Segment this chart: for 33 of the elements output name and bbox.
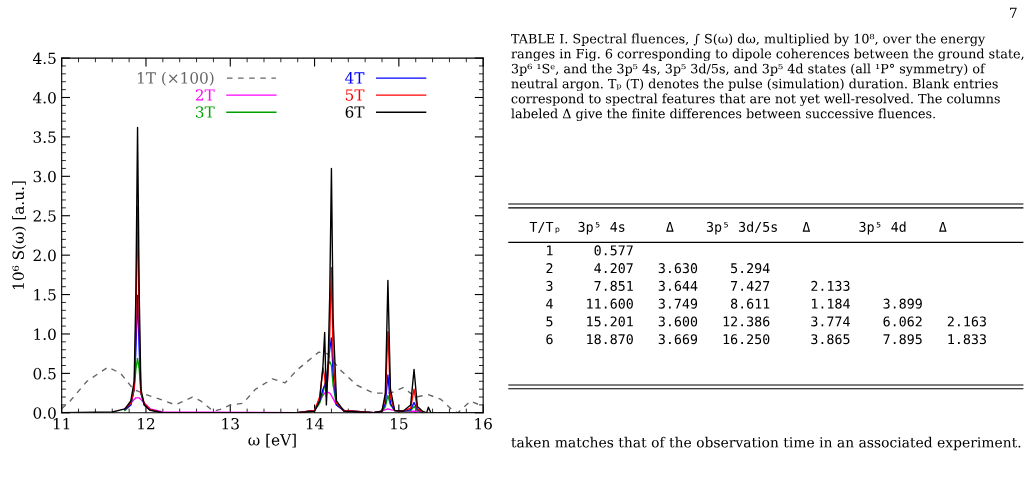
- x-tick-label: 13: [222, 417, 239, 430]
- legend-label: 4T: [345, 72, 365, 84]
- y-tick-label: 3.5: [33, 131, 56, 143]
- text: 6 18.870 3.669 16.250 3.865 7.895 1.833: [546, 334, 986, 345]
- text: taken matches that of the observation time in an associated experiment.: [511, 436, 1021, 451]
- legend-label: 2T: [195, 89, 215, 101]
- legend-label: 5T: [345, 89, 365, 101]
- text: 3 7.851 3.644 7.427 2.133: [546, 280, 850, 291]
- legend-label: 1T (×100): [137, 71, 214, 86]
- y-tick-label: 1.0: [34, 328, 56, 340]
- text: 1 0.577: [547, 245, 633, 256]
- y-axis-title: 10⁶ S(ω) [a.u.]: [12, 181, 27, 289]
- y-tick-label: 0.0: [33, 407, 56, 419]
- x-tick-label: 14: [306, 417, 324, 430]
- y-tick-label: 1.5: [34, 289, 56, 301]
- y-tick-label: 4.5: [32, 52, 56, 65]
- y-tick-label: 3.0: [33, 170, 56, 183]
- x-tick-label: 16: [475, 417, 492, 430]
- x-axis-title: ω [eV]: [248, 433, 296, 448]
- text: 4 11.600 3.749 8.611 1.184 3.899: [546, 298, 922, 309]
- text: 5 15.201 3.600 12.386 3.774 6.062 2.163: [546, 316, 986, 327]
- legend-label: 6T: [345, 106, 365, 118]
- y-tick-label: 0.5: [33, 367, 56, 380]
- text: TABLE I. Spectral fluences, ∫ S(ω) dω, multiplied by 10⁸, over the energy ranges in Fig. 6 corresponding to dipole coherences between the ground state, 3p⁶ ¹Sᵉ, and the 3p⁵ 4s, 3p⁵ 3d/5s, and 3p⁵ 4d states (all ¹P° symmetry) of neutral argon. Tₚ (T) denotes the pulse (simulation) duration. Blank entries correspond to spectral features that are not yet well-resolved. The columns labeled Δ give the finite differences between successive fluences.: [511, 33, 1024, 122]
- x-tick-label: 12: [138, 417, 155, 430]
- legend-label: 3T: [195, 106, 215, 118]
- x-tick-label: 15: [391, 417, 408, 430]
- text: T/Tₚ 3p⁵ 4s Δ 3p⁵ 3d/5s Δ 3p⁵ 4d Δ: [529, 221, 947, 235]
- y-tick-label: 2.0: [33, 249, 56, 262]
- text: 2 4.207 3.630 5.294: [546, 263, 770, 274]
- y-tick-label: 4.0: [32, 91, 56, 104]
- text: 7: [1010, 7, 1017, 18]
- y-tick-label: 2.5: [33, 210, 56, 222]
